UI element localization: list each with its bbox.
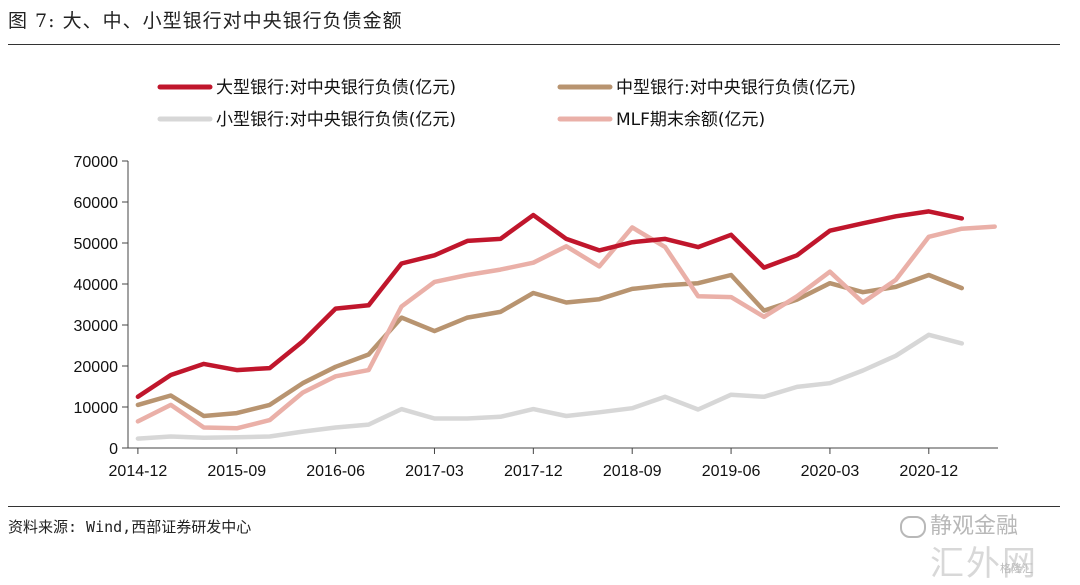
legend-label: 大型银行:对中央银行负债(亿元) xyxy=(216,78,456,98)
x-tick-label: 2016-06 xyxy=(306,463,365,480)
legend-label: 小型银行:对中央银行负债(亿元) xyxy=(216,110,456,130)
series-line xyxy=(135,209,965,400)
series-line xyxy=(135,224,997,431)
y-tick-label: 40000 xyxy=(74,277,119,294)
y-tick-label: 60000 xyxy=(74,195,119,212)
chart-area: 大型银行:对中央银行负债(亿元) 中型银行:对中央银行负债(亿元) 小型银行:对中央… xyxy=(74,78,998,480)
series-lines xyxy=(135,209,997,441)
site-watermark: 汇外网 xyxy=(930,544,1038,584)
x-tick-label: 2014-12 xyxy=(109,463,168,480)
source-note: 资料来源: Wind,西部证券研发中心 xyxy=(8,518,252,536)
legend-label: 中型银行:对中央银行负债(亿元) xyxy=(616,78,856,98)
y-tick-label: 70000 xyxy=(74,154,119,171)
y-tick-label: 0 xyxy=(109,441,118,458)
y-tick-label: 10000 xyxy=(74,400,119,417)
footer-divider xyxy=(8,506,1060,507)
axes: 0 10000 20000 30000 40000 50000 60000 70000 2014… xyxy=(74,154,998,480)
legend: 大型银行:对中央银行负债(亿元) 中型银行:对中央银行负债(亿元) 小型银行:对中央… xyxy=(157,78,856,130)
x-tick-label: 2017-12 xyxy=(504,463,563,480)
y-tick-label: 20000 xyxy=(74,359,119,376)
brand-watermark: 静观金融 xyxy=(900,508,1018,540)
chart-title: 图 7: 大、中、小型银行对中央银行负债金额 xyxy=(8,10,403,32)
wechat-icon xyxy=(900,516,926,538)
brand-watermark-text: 静观金融 xyxy=(930,514,1019,539)
title-divider xyxy=(8,44,1060,45)
x-tick-label: 2020-12 xyxy=(899,463,958,480)
x-tick-label: 2017-03 xyxy=(405,463,464,480)
x-tick-label: 2019-06 xyxy=(702,463,761,480)
y-tick-label: 50000 xyxy=(74,236,119,253)
legend-label: MLF期末余额(亿元) xyxy=(616,110,765,130)
series-line xyxy=(135,272,965,419)
x-tick-label: 2015-09 xyxy=(207,463,266,480)
series-line xyxy=(135,332,965,441)
x-tick-label: 2020-03 xyxy=(801,463,860,480)
y-tick-label: 30000 xyxy=(74,318,119,335)
small-watermark: 格隆汇 xyxy=(1000,562,1033,575)
x-tick-label: 2018-09 xyxy=(603,463,662,480)
